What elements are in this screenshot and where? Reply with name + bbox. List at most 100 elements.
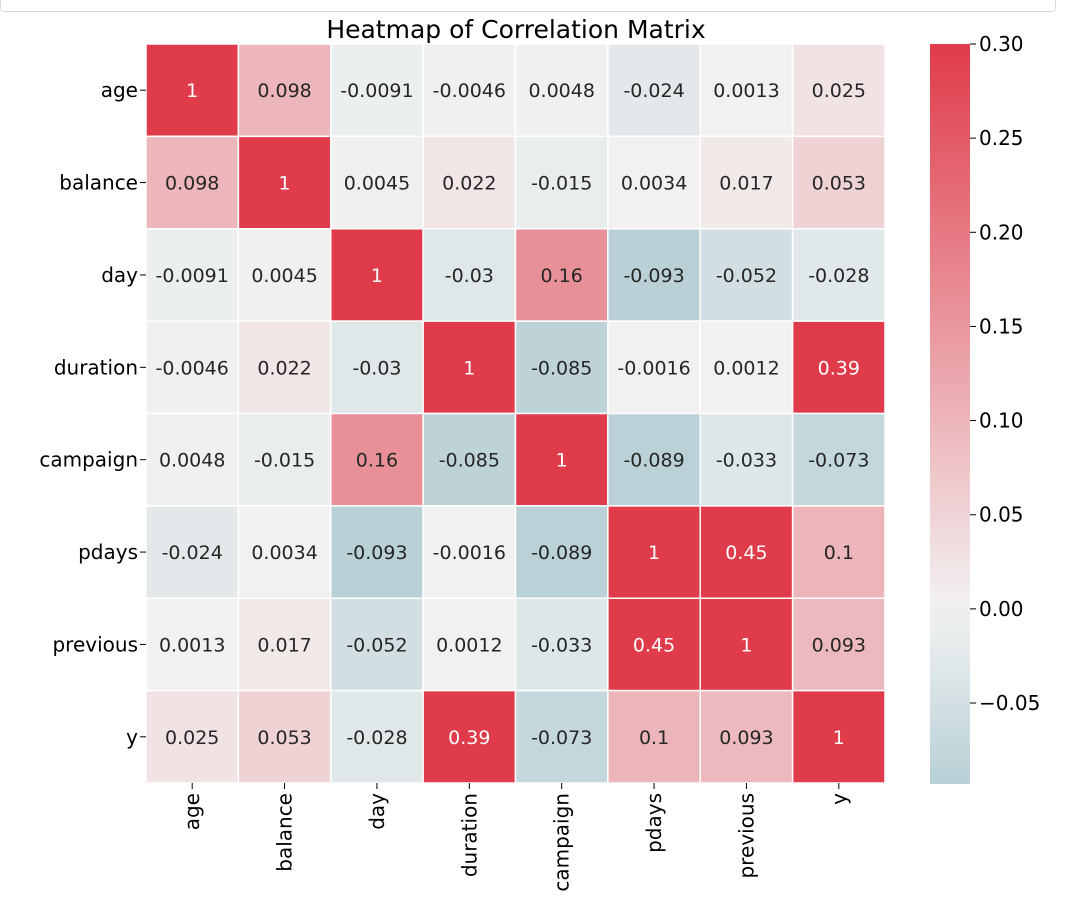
heatmap-cell-duration-pdays xyxy=(607,320,701,415)
cell-value-label: -0.0046 xyxy=(156,357,229,379)
heatmap-cell-age-balance xyxy=(237,43,332,138)
heatmap-cell-day-balance xyxy=(237,228,332,322)
heatmap-cell-labels: 1 0.098 -0.0091 -0.0046 0.0048 -0.024 0.0013 0.… xyxy=(156,80,870,749)
cell-value-label: 0.053 xyxy=(257,727,311,749)
heatmap-cell-balance-day xyxy=(330,135,424,230)
cell-value-label: 1 xyxy=(463,357,475,379)
cell-value-label: 0.0013 xyxy=(159,634,225,656)
cell-value-label: -0.03 xyxy=(352,357,401,379)
colorbar-gradient xyxy=(930,44,970,784)
cell-value-label: 0.16 xyxy=(541,265,583,287)
heatmap-cell-duration-age xyxy=(145,320,240,415)
heatmap-cell-day-y xyxy=(791,228,886,322)
cell-value-label: 1 xyxy=(833,727,845,749)
cell-value-label: -0.093 xyxy=(346,542,407,564)
heatmap-cell-campaign-campaign xyxy=(514,412,609,507)
cell-value-label: 0.0012 xyxy=(436,634,502,656)
cell-value-label: 0.098 xyxy=(165,173,219,195)
cell-value-label: -0.024 xyxy=(162,542,223,564)
heatmap-cell-previous-duration xyxy=(422,597,517,692)
cell-value-label: 0.45 xyxy=(633,634,675,656)
col-label-duration: duration xyxy=(457,793,481,877)
colorbar-tick-label: −0.05 xyxy=(979,691,1040,715)
heatmap-cell-balance-previous xyxy=(699,135,794,230)
heatmap-cell-y-duration xyxy=(422,689,517,784)
cell-value-label: 0.098 xyxy=(257,80,311,102)
cell-value-label: -0.033 xyxy=(531,634,592,656)
row-label-pdays: pdays xyxy=(78,540,138,564)
colorbar-tick-label: 0.00 xyxy=(979,597,1024,621)
heatmap-cell-campaign-pdays xyxy=(607,412,701,507)
cell-value-label: 0.1 xyxy=(639,727,669,749)
cell-value-label: -0.015 xyxy=(254,450,315,472)
cell-value-label: 0.0034 xyxy=(621,173,687,195)
row-label-day: day xyxy=(101,263,138,287)
cell-value-label: -0.052 xyxy=(716,265,777,287)
cell-value-label: -0.0091 xyxy=(340,80,413,102)
cell-value-label: 0.093 xyxy=(719,727,773,749)
cell-value-label: 0.025 xyxy=(165,727,219,749)
heatmap-cell-campaign-age xyxy=(145,412,240,507)
heatmap-cell-age-pdays xyxy=(607,43,701,138)
cell-value-label: 1 xyxy=(279,173,291,195)
col-label-campaign: campaign xyxy=(550,793,574,892)
heatmap-cell-previous-campaign xyxy=(514,597,609,692)
cell-value-label: -0.0091 xyxy=(156,265,229,287)
col-label-pdays: pdays xyxy=(642,793,666,853)
cell-value-label: 0.45 xyxy=(725,542,767,564)
col-label-y: y xyxy=(827,793,851,805)
cell-value-label: 0.0048 xyxy=(159,450,225,472)
cell-value-label: -0.028 xyxy=(808,265,869,287)
cell-value-label: -0.085 xyxy=(439,450,500,472)
y-axis-tick-labels: age balance day duration campaign pdays previo… xyxy=(39,78,146,749)
row-label-balance: balance xyxy=(59,171,138,195)
cell-value-label: -0.0046 xyxy=(433,80,506,102)
heatmap-cell-balance-duration xyxy=(422,135,517,230)
heatmap-cell-y-previous xyxy=(699,689,794,784)
colorbar-tick-label: 0.10 xyxy=(979,409,1024,433)
cell-value-label: -0.052 xyxy=(346,634,407,656)
cell-value-label: -0.015 xyxy=(531,173,592,195)
cell-value-label: -0.093 xyxy=(623,265,684,287)
cell-value-label: -0.085 xyxy=(531,357,592,379)
row-label-campaign: campaign xyxy=(39,448,138,472)
cell-value-label: -0.0016 xyxy=(617,357,690,379)
heatmap-cell-age-y xyxy=(791,43,886,138)
cell-value-label: 1 xyxy=(186,80,198,102)
heatmap-cell-y-y xyxy=(791,689,886,784)
col-label-age: age xyxy=(180,793,204,830)
heatmap-cell-balance-pdays xyxy=(607,135,701,230)
cell-value-label: -0.028 xyxy=(346,727,407,749)
cell-value-label: 0.025 xyxy=(812,80,866,102)
cell-value-label: -0.024 xyxy=(623,80,684,102)
cell-value-label: 0.017 xyxy=(257,634,311,656)
colorbar-tick-label: 0.05 xyxy=(979,503,1024,527)
cell-value-label: 0.0045 xyxy=(344,173,410,195)
cell-value-label: 1 xyxy=(648,542,660,564)
heatmap-cell-y-pdays xyxy=(607,689,701,784)
cell-value-label: 0.0013 xyxy=(713,80,779,102)
cell-value-label: 0.022 xyxy=(442,173,496,195)
cell-value-label: -0.0016 xyxy=(433,542,506,564)
notebook-output-frame xyxy=(0,0,1056,12)
cell-value-label: 1 xyxy=(556,450,568,472)
cell-value-label: 0.16 xyxy=(356,450,398,472)
cell-value-label: 0.0045 xyxy=(251,265,317,287)
heatmap-cell-duration-previous xyxy=(699,320,794,415)
heatmap-cell-duration-duration xyxy=(422,320,517,415)
col-label-day: day xyxy=(365,793,389,830)
cell-value-label: 0.0034 xyxy=(251,542,317,564)
row-label-age: age xyxy=(101,78,138,102)
chart-title: Heatmap of Correlation Matrix xyxy=(326,15,705,44)
heatmap-cell-duration-y xyxy=(791,320,886,415)
heatmap-cell-campaign-duration xyxy=(422,412,517,507)
colorbar-tick-label: 0.30 xyxy=(979,32,1024,56)
cell-value-label: 0.0012 xyxy=(713,357,779,379)
heatmap-cell-balance-campaign xyxy=(514,135,609,230)
heatmap-cell-previous-previous xyxy=(699,597,794,692)
heatmap-cell-pdays-y xyxy=(791,505,886,599)
heatmap-cell-previous-y xyxy=(791,597,886,692)
cell-value-label: 0.053 xyxy=(812,173,866,195)
colorbar-tick-label: 0.15 xyxy=(979,314,1024,338)
